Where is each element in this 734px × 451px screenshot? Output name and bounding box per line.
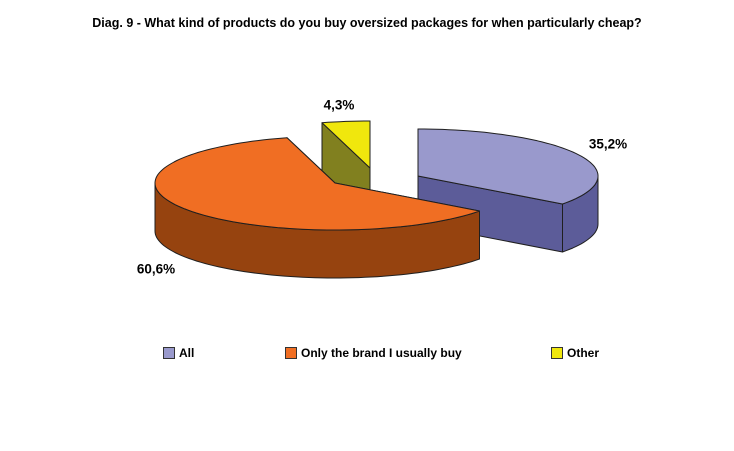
legend-item-other: Other [551,345,600,360]
legend-item-all: All [163,345,195,360]
legend-swatch-only-brand [285,346,297,359]
pie-slice-only-the-brand-i-usually-buy [154,137,480,279]
legend-label-other: Other [567,345,600,360]
legend-label-all: All [179,345,195,360]
legend-item-only-brand: Only the brand I usually buy [285,345,462,360]
legend-swatch-other [551,346,563,359]
chart-title: Diag. 9 - What kind of products do you b… [92,16,642,30]
slice-value-label-other: 4,3% [323,97,355,113]
legend-swatch-all [163,346,175,359]
legend-label-only-brand: Only the brand I usually buy [301,345,462,360]
slice-value-label-only-brand: 60,6% [136,261,176,277]
slice-value-label-all: 35,2% [588,136,628,152]
pie-slice-all [417,128,599,253]
